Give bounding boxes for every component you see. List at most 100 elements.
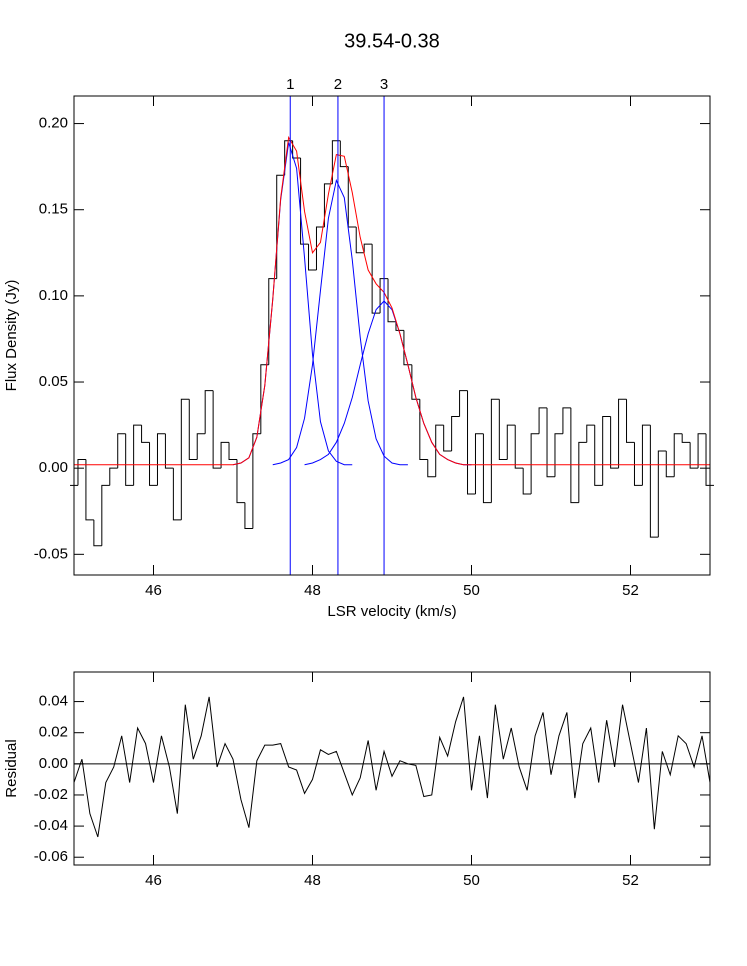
plot-frame [73, 671, 711, 866]
y-tick-label: -0.04 [34, 817, 68, 834]
spectrum-step [164, 433, 174, 469]
spectrum-step [411, 364, 420, 400]
spectrum-step [156, 433, 166, 486]
spectrum-step [689, 442, 699, 469]
spectrum-step [538, 407, 548, 434]
x-tick-label: 52 [622, 872, 639, 889]
y-tick-label: -0.06 [34, 848, 68, 865]
spectrum-step [77, 459, 86, 486]
spectrum-step [188, 399, 198, 461]
spectrum-step [657, 450, 667, 538]
curve [272, 178, 408, 466]
y-tick-label: 0.00 [39, 459, 68, 476]
spectrum-step [681, 433, 691, 443]
spectrum-step [618, 398, 627, 469]
spectrum-step [562, 407, 571, 434]
spectrum-step [490, 398, 500, 503]
spectrum-step [570, 407, 579, 504]
spectrum-step [427, 459, 436, 478]
spectrum-step [419, 399, 428, 461]
y-tick-label: 0.00 [39, 755, 68, 772]
spectrum-step [673, 433, 683, 477]
curve [74, 135, 710, 466]
spectrum-step [315, 226, 325, 271]
spectrum-step [85, 459, 94, 521]
y-tick-label: 0.15 [39, 201, 68, 218]
spectrum-step [236, 459, 245, 504]
x-tick-label: 48 [304, 872, 321, 889]
x-axis-label: LSR velocity (km/s) [327, 603, 456, 620]
spectrum-step [212, 390, 222, 469]
y-tick-label: 0.04 [39, 693, 68, 710]
y-tick-label: 0.20 [39, 115, 68, 132]
y-tick-label: 0.10 [39, 287, 68, 304]
spectrum-step [467, 390, 476, 495]
y-axis-label: Flux Density (Jy) [3, 280, 20, 392]
spectrum-step [514, 425, 524, 469]
x-tick-label: 46 [145, 582, 162, 599]
spectrum-step [498, 399, 508, 461]
spectrum-step [554, 433, 563, 477]
y-tick-label: -0.02 [34, 786, 68, 803]
spectrum-step [610, 416, 619, 469]
curve [73, 696, 711, 838]
spectrum-step [379, 278, 389, 314]
spectrum-step [300, 158, 309, 245]
chart-title: 39.54-0.38 [344, 30, 440, 52]
spectrum-step [228, 442, 237, 461]
spectrum-step [435, 424, 444, 477]
spectrum-step [626, 399, 635, 443]
spectrum-step [117, 433, 126, 469]
spectrum-step [371, 244, 381, 314]
y-tick-label: 0.02 [39, 724, 68, 741]
y-axis-label: Residual [3, 739, 20, 797]
spectrum-step [474, 433, 484, 495]
spectrum-step [697, 433, 707, 469]
spectrum-step [602, 415, 611, 486]
x-tick-label: 50 [463, 872, 480, 889]
spectrum-step [323, 183, 333, 227]
spectrum-step [649, 425, 659, 538]
spectrum-step [101, 484, 110, 546]
spectrum-step [109, 467, 118, 486]
spectrum-step [141, 425, 150, 443]
spectrum-step [633, 442, 643, 486]
spectrum-step [172, 468, 182, 521]
x-tick-label: 50 [463, 582, 480, 599]
spectrum-step [133, 424, 142, 486]
spectrum-step [220, 441, 230, 469]
plot-frame [73, 95, 711, 576]
spectrum-step [506, 424, 516, 460]
spectrum-step [451, 415, 460, 451]
spectrum-step [641, 424, 651, 486]
x-tick-label: 52 [622, 582, 639, 599]
spectrum-step [665, 450, 675, 478]
spectrum-step [459, 390, 468, 417]
spectrum-step [530, 433, 540, 495]
spectrum-step [522, 468, 532, 495]
spectrum-step [252, 433, 261, 529]
spectrum-step [363, 243, 373, 253]
spectrum-step [586, 424, 595, 443]
spectrum-step [93, 519, 102, 547]
spectrum-step [149, 442, 158, 486]
spectrum-step [244, 502, 253, 529]
x-tick-label: 48 [304, 582, 321, 599]
spectrum-step [594, 425, 603, 486]
x-tick-label: 46 [145, 872, 162, 889]
spectrum-step [482, 433, 492, 504]
spectrum-step [387, 278, 396, 323]
y-tick-label: -0.05 [34, 545, 68, 562]
spectrum-step [204, 390, 214, 434]
component-label: 2 [334, 76, 342, 93]
component-label: 3 [380, 76, 388, 93]
spectrum-step [308, 244, 317, 271]
spectrum-step [578, 441, 587, 503]
spectrum-step [355, 226, 365, 254]
spectrum-step [403, 330, 412, 366]
spectrum-step [395, 321, 404, 331]
spectrum-step [339, 140, 349, 168]
component-label: 1 [286, 76, 294, 93]
